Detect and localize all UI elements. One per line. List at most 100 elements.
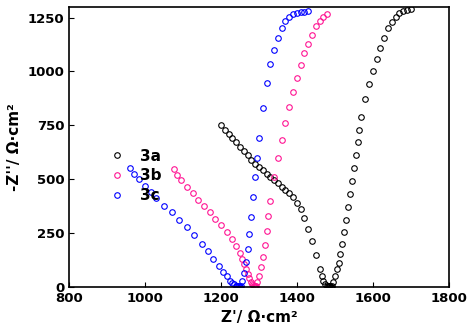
3b [262,243,267,247]
3a [328,285,334,289]
3b [286,105,292,109]
3c [248,215,254,219]
3c [154,197,159,201]
3b [237,251,243,255]
3b [229,237,235,241]
3c [229,281,235,285]
3b [317,19,322,23]
3c [224,274,229,278]
X-axis label: Z'/ Ω·cm²: Z'/ Ω·cm² [220,310,297,325]
Line: 3a: 3a [218,6,413,290]
3b [252,285,258,289]
3c [205,249,210,253]
3c [252,175,258,179]
3c [237,285,243,289]
3b [171,167,176,171]
3c [245,247,250,251]
3c [275,36,281,40]
3c [264,81,269,85]
3c [246,232,252,236]
3c [239,279,245,283]
3b [184,185,190,189]
3b [264,229,269,233]
3b [320,15,326,19]
3b [252,285,258,289]
3b [256,274,262,278]
3c [161,204,167,208]
3b [207,210,212,214]
3b [201,204,207,208]
3b [246,276,252,280]
3c [220,270,226,274]
3c [243,260,248,264]
3b [212,217,218,221]
3a [218,123,224,127]
3a [324,284,330,288]
3b [218,223,224,227]
Line: 3c: 3c [127,9,311,290]
3b [258,265,264,269]
3c [235,284,240,288]
3b [309,33,315,37]
3b [254,280,260,284]
Y-axis label: -Z''/ Ω·cm²: -Z''/ Ω·cm² [7,103,22,191]
3b [190,191,195,195]
3b [279,138,284,142]
3c [137,177,142,181]
3c [279,27,284,31]
3c [228,279,233,283]
3c [290,13,296,17]
3b [305,42,311,45]
3a [408,7,413,11]
3c [250,195,256,199]
3b [265,214,271,218]
Legend: 3a, 3b, 3c: 3a, 3b, 3c [96,143,168,209]
3c [191,233,197,237]
3c [210,257,216,261]
3a [319,274,324,278]
3b [243,268,248,272]
3b [252,284,257,288]
3b [241,262,246,266]
3b [253,284,259,288]
3c [238,284,244,288]
3b [298,63,303,67]
3b [290,90,296,94]
3a [256,165,262,169]
3c [256,136,262,140]
3b [313,24,319,28]
3b [260,255,265,259]
3c [142,184,148,188]
3c [231,283,237,287]
3c [286,15,292,19]
3a [248,158,254,162]
3c [237,285,243,289]
3c [216,264,222,268]
3c [176,218,182,222]
3b [250,282,255,286]
3c [237,285,242,289]
3a [355,140,360,144]
3c [301,10,307,14]
3c [233,284,239,288]
3c [127,166,133,170]
3b [224,230,229,234]
3c [184,225,190,229]
3b [271,175,277,179]
3b [301,51,307,55]
3c [298,10,303,14]
3b [324,13,330,17]
3c [254,156,260,160]
3b [283,121,288,125]
3c [260,106,265,110]
3a [392,15,398,19]
3b [248,280,254,284]
3b [245,272,250,276]
3b [294,76,300,80]
3c [271,48,277,52]
3c [131,172,137,176]
3c [169,210,174,214]
3b [195,198,201,202]
3c [294,11,300,15]
3b [251,284,257,288]
